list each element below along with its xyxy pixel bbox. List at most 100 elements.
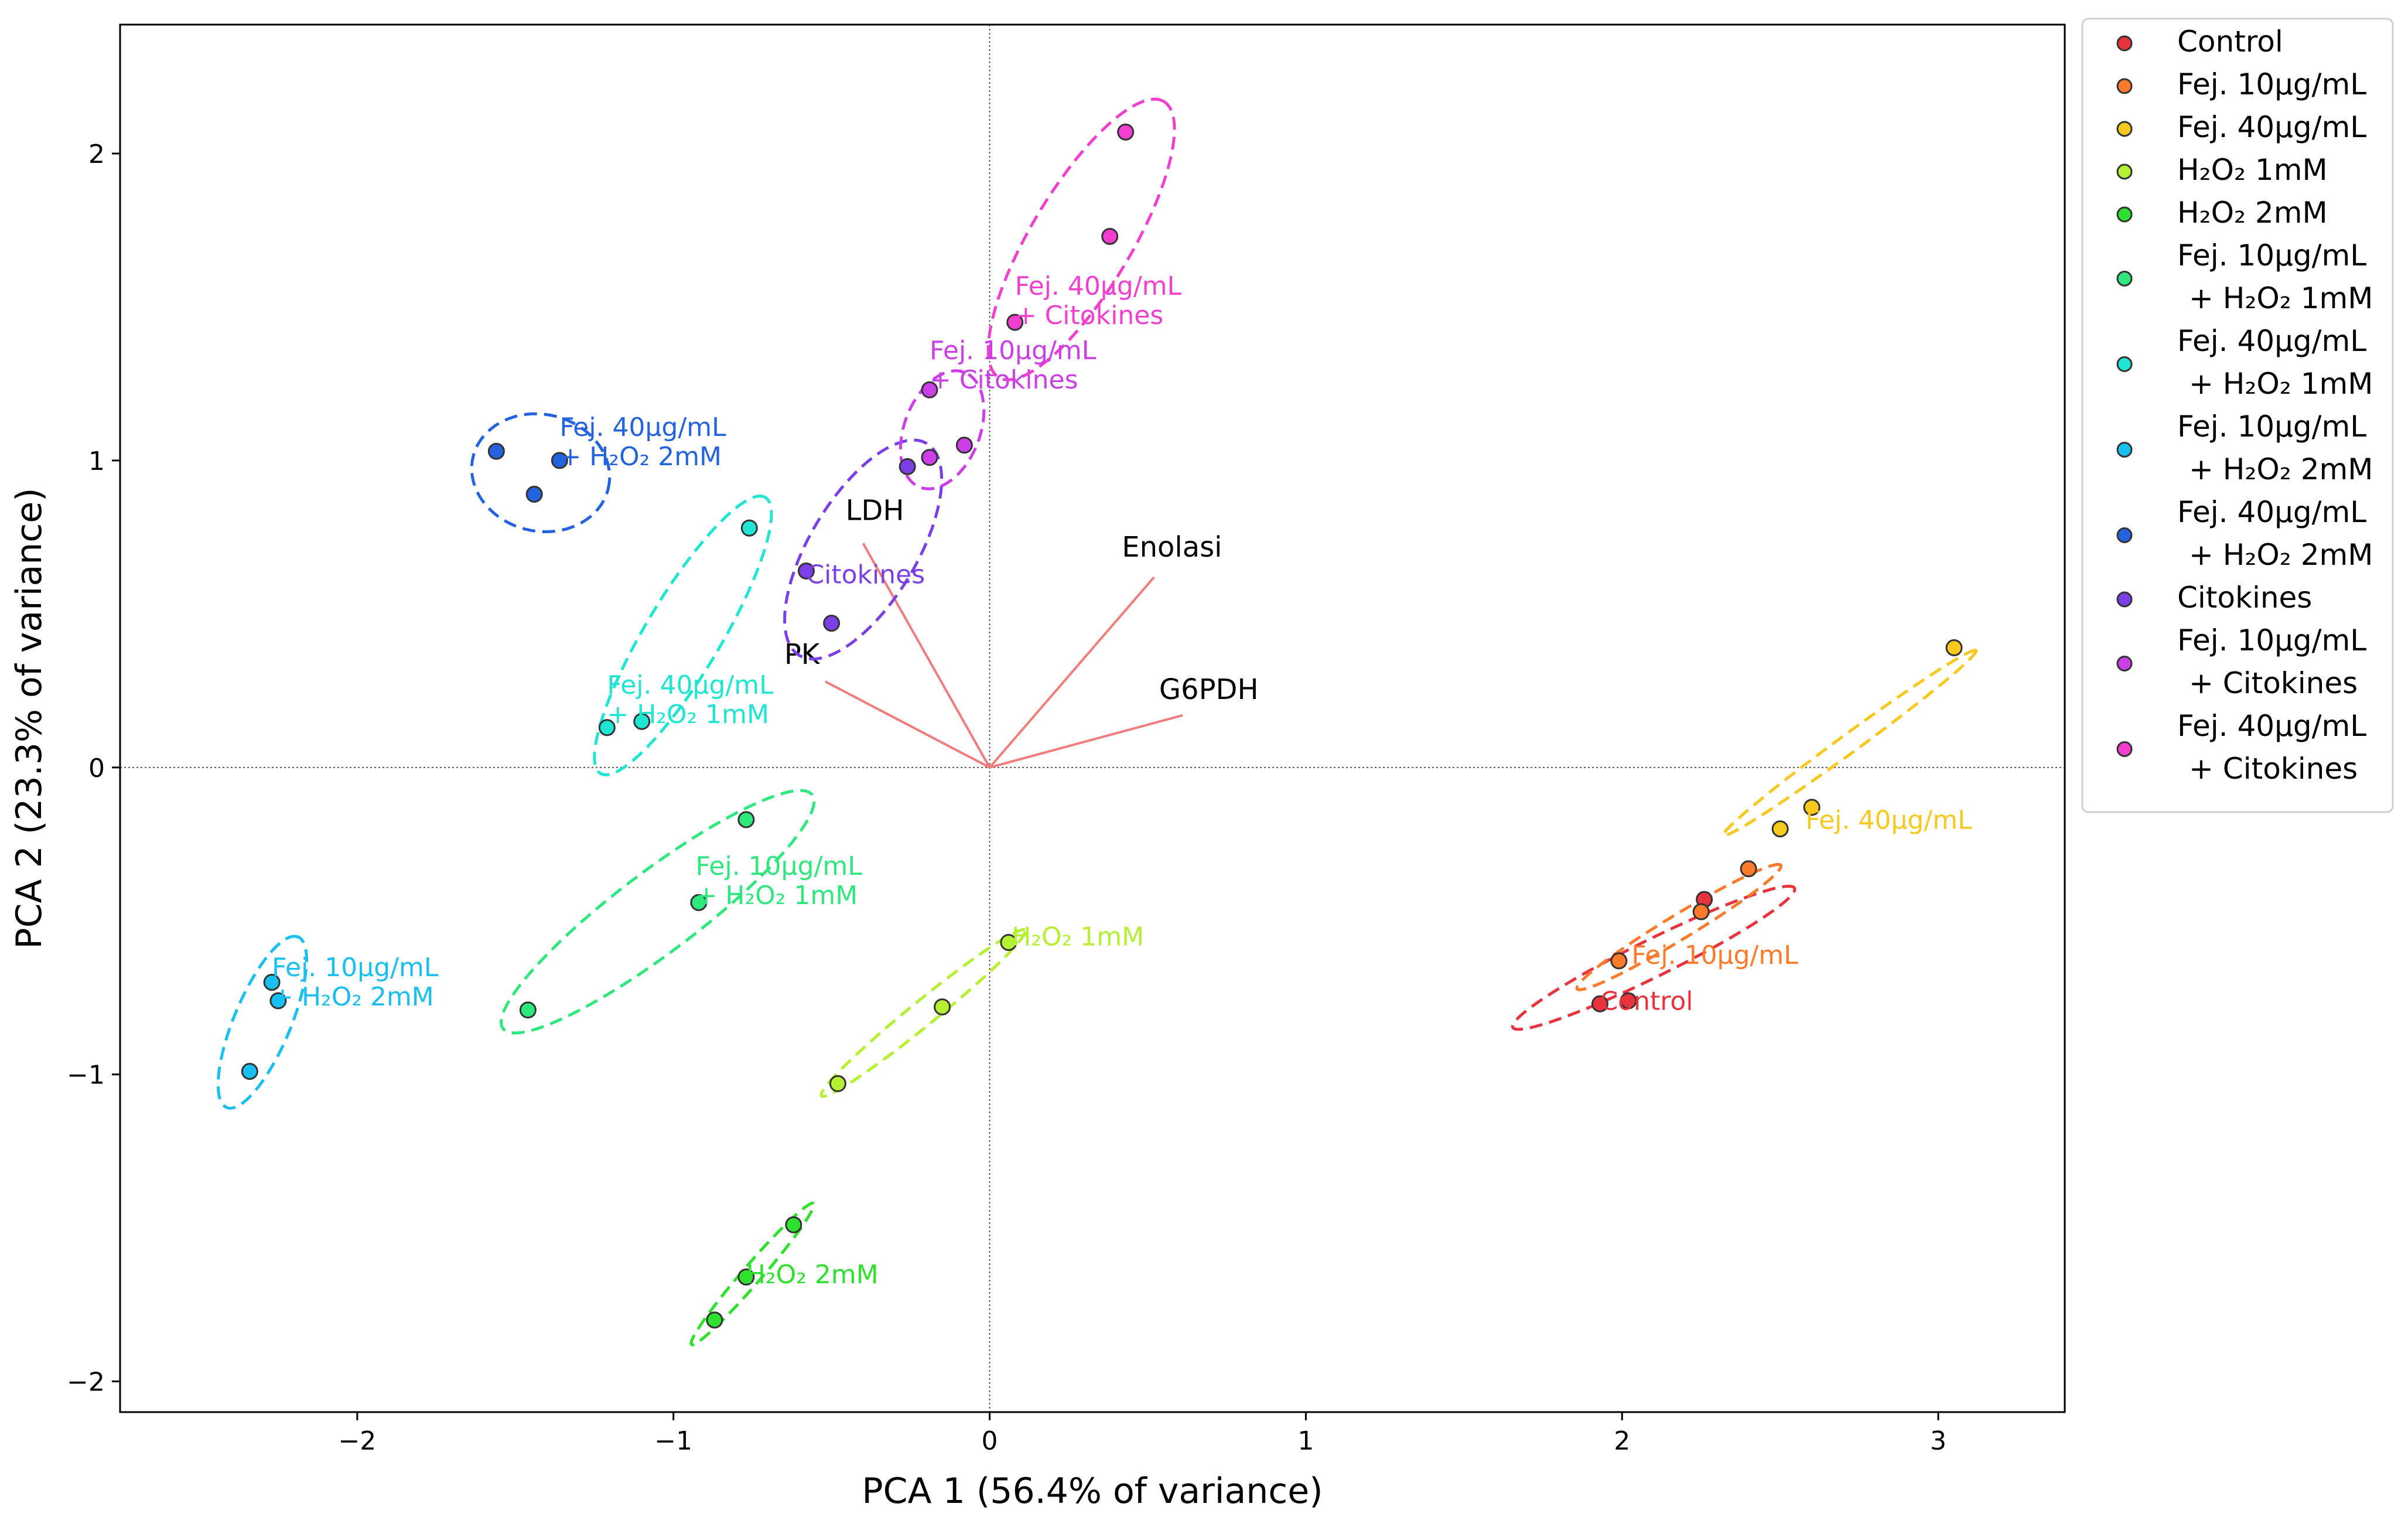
legend-label: + Citokines [2189,752,2358,786]
ellipse-series-0 [1511,884,1796,1031]
point-series-2-2 [1945,639,1963,657]
group-label-line: Fej. 40µg/mL [1805,806,1972,836]
group-label-6: Fej. 40µg/mL+ H₂O₂ 1mM [607,670,774,729]
legend-entry-6: Fej. 40µg/mL + H₂O₂ 1mM [2116,324,2373,401]
loading-vector-ldh [862,543,991,768]
point-series-0-1 [1620,992,1637,1010]
legend-entry-1: Fej. 10µg/mL [2116,67,2366,101]
legend-marker [2116,163,2133,180]
group-label-line: Fej. 40µg/mL [559,412,726,442]
legend-label: H₂O₂ 1mM [2177,153,2328,187]
loading-label-enolasi: Enolasi [1122,531,1222,564]
legend-marker [2116,356,2133,372]
legend-label: Citokines [2177,581,2312,615]
point-series-3-2 [1000,933,1017,951]
legend-marker [2116,121,2133,137]
y-tick-label: 0 [88,754,105,783]
group-label-line: + H₂O₂ 1mM [696,881,858,911]
group-label-line: Fej. 10µg/mL [696,851,863,881]
point-series-8-2 [551,452,568,469]
group-label-line: + H₂O₂ 1mM [607,700,769,729]
ellipse-series-8 [470,412,612,534]
legend-box [2081,18,2394,813]
legend-entry-9: Citokines [2116,581,2312,615]
point-series-8-1 [525,486,543,503]
group-label-line: + H₂O₂ 2mM [272,982,434,1012]
point-series-5-0 [519,1001,537,1019]
point-series-1-2 [1740,860,1757,878]
legend-label: + H₂O₂ 2mM [2189,538,2373,572]
group-label-3: H₂O₂ 1mM [1012,922,1144,952]
group-label-0: Control [1600,987,1693,1017]
loading-label-g6pdh: G6PDH [1159,673,1259,706]
point-series-9-2 [899,458,916,475]
reference-lines [120,25,2065,1412]
group-label-2: Fej. 40µg/mL [1805,806,1972,836]
point-series-1-1 [1692,903,1710,920]
group-label-8: Fej. 40µg/mL+ H₂O₂ 2mM [559,412,726,472]
group-label-5: Fej. 10µg/mL+ H₂O₂ 1mM [696,851,863,911]
loading-label-ldh: LDH [846,494,904,527]
legend-label: Fej. 10µg/mL [2177,238,2366,272]
legend-label: Fej. 40µg/mL [2177,110,2366,144]
point-series-6-1 [633,712,651,730]
legend-entry-5: Fej. 10µg/mL + H₂O₂ 1mM [2116,238,2373,315]
legend-marker [2116,656,2133,671]
ellipse-series-5 [499,789,816,1035]
group-label-line: Fej. 10µg/mL [1631,940,1798,970]
legend-label: Fej. 40µg/mL [2177,495,2366,529]
legend-marker [2116,271,2133,287]
group-label-line: + Citokines [1015,301,1164,330]
legend-entry-0: Control [2116,25,2283,59]
point-series-3-1 [934,998,951,1015]
legend-entry-10: Fej. 10µg/mL + Citokines [2116,623,2366,700]
point-series-9-0 [797,562,815,580]
legend-marker [2116,527,2133,543]
legend-label: + Citokines [2189,666,2358,700]
point-series-4-1 [737,1268,755,1286]
ellipse-series-3 [819,928,1027,1098]
ellipse-series-7 [216,935,309,1110]
point-series-11-1 [1101,227,1119,245]
legend-entry-11: Fej. 40µg/mL + Citokines [2116,709,2366,786]
group-label-line: H₂O₂ 1mM [1012,922,1144,952]
legend-label: Fej. 10µg/mL [2177,67,2366,101]
point-series-7-1 [263,974,281,991]
group-label-11: Fej. 40µg/mL+ Citokines [1015,271,1182,330]
legend-marker [2116,35,2133,52]
legend-label: Fej. 10µg/mL [2177,410,2366,444]
legend-label: Fej. 40µg/mL [2177,324,2366,358]
legend-entry-7: Fej. 10µg/mL + H₂O₂ 2mM [2116,410,2373,486]
legend-marker [2116,591,2133,608]
y-tick-label: −1 [67,1061,105,1090]
loading-vector-g6pdh [989,714,1183,769]
group-label-1: Fej. 10µg/mL [1631,940,1798,970]
point-series-6-2 [740,519,758,537]
point-series-10-0 [921,381,938,398]
y-axis-label: PCA 2 (23.3% of variance) [9,487,50,949]
group-label-7: Fej. 10µg/mL+ H₂O₂ 2mM [272,953,439,1012]
group-label-line: + Citokines [930,365,1078,395]
legend-entry-3: H₂O₂ 1mM [2116,153,2328,187]
group-labels: Control Fej. 10µg/mL Fej. 40µg/mL H₂O₂ 1mM H… [272,271,1972,1290]
point-series-7-2 [269,992,287,1010]
loading-vector-enolasi [989,576,1155,769]
legend-entry-4: H₂O₂ 2mM [2116,196,2328,230]
group-label-line: Fej. 10µg/mL [272,953,439,983]
group-label-10: Fej. 10µg/mL+ Citokines [930,336,1097,395]
group-label-line: Fej. 40µg/mL [1015,271,1182,301]
legend-marker [2116,442,2133,458]
group-label-line: Fej. 10µg/mL [930,336,1097,366]
loading-vectors: LDH Enolasi PK G6PDH [784,494,1259,769]
x-axis-label: PCA 1 (56.4% of variance) [862,1471,1323,1512]
x-tick-label: −2 [338,1426,376,1456]
point-series-1-0 [1610,952,1628,970]
group-label-line: Control [1600,987,1693,1017]
x-tick-label: 1 [1297,1426,1314,1456]
group-label-4: H₂O₂ 2mM [746,1260,879,1290]
point-series-11-2 [1117,123,1135,141]
point-series-10-2 [955,437,973,454]
legend: Control Fej. 10µg/mL Fej. 40µg/mL H₂O₂ 1mM H… [2081,18,2394,813]
x-tick-label: 2 [1614,1426,1630,1456]
legend-marker [2116,741,2133,757]
